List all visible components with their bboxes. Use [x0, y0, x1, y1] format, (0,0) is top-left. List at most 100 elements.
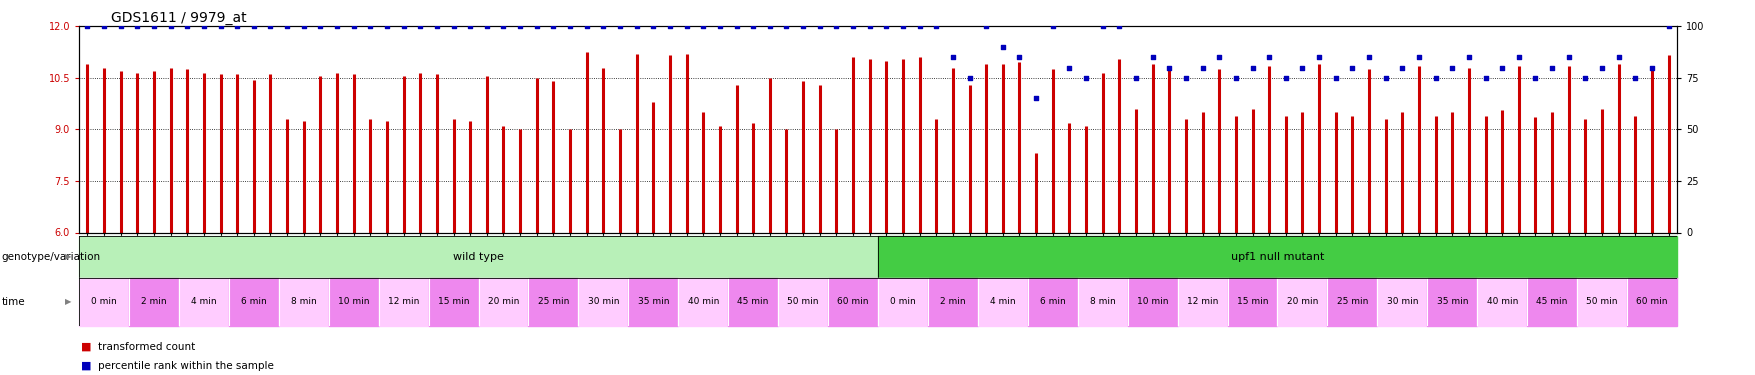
- Bar: [279, 278, 328, 326]
- Text: transformed count: transformed count: [98, 342, 195, 352]
- Point: [1071, 75, 1099, 81]
- Point: [556, 23, 584, 29]
- Point: [605, 23, 634, 29]
- Text: 4 min: 4 min: [990, 297, 1014, 306]
- Text: 30 min: 30 min: [1386, 297, 1418, 306]
- Point: [223, 23, 251, 29]
- Point: [256, 23, 284, 29]
- Bar: [1276, 278, 1327, 326]
- Text: 25 min: 25 min: [537, 297, 569, 306]
- Bar: [1127, 278, 1178, 326]
- Point: [672, 23, 700, 29]
- Text: 15 min: 15 min: [1236, 297, 1267, 306]
- Bar: [79, 278, 128, 326]
- Text: 25 min: 25 min: [1336, 297, 1367, 306]
- Bar: [1178, 278, 1227, 326]
- Point: [456, 23, 484, 29]
- Point: [339, 23, 367, 29]
- Text: 50 min: 50 min: [786, 297, 818, 306]
- Point: [174, 23, 202, 29]
- Text: 4 min: 4 min: [191, 297, 216, 306]
- Text: upf1 null mutant: upf1 null mutant: [1230, 252, 1323, 262]
- Text: 45 min: 45 min: [737, 297, 769, 306]
- Bar: [428, 278, 477, 326]
- Point: [755, 23, 783, 29]
- Point: [939, 54, 967, 60]
- Text: 35 min: 35 min: [1436, 297, 1467, 306]
- Point: [123, 23, 151, 29]
- Point: [1221, 75, 1250, 81]
- Bar: [477, 278, 528, 326]
- Bar: [978, 278, 1027, 326]
- Point: [1137, 54, 1165, 60]
- Bar: [528, 278, 577, 326]
- Point: [623, 23, 651, 29]
- Point: [505, 23, 534, 29]
- Point: [1006, 54, 1034, 60]
- Point: [1039, 23, 1067, 29]
- Text: 12 min: 12 min: [1186, 297, 1218, 306]
- Point: [539, 23, 567, 29]
- Point: [1021, 96, 1049, 102]
- Text: 6 min: 6 min: [1039, 297, 1065, 306]
- Point: [1486, 64, 1515, 70]
- Point: [1587, 64, 1615, 70]
- Bar: [379, 278, 428, 326]
- Bar: [1227, 278, 1276, 326]
- Point: [107, 23, 135, 29]
- Text: genotype/variation: genotype/variation: [2, 252, 100, 262]
- Bar: [828, 278, 878, 326]
- Point: [523, 23, 551, 29]
- Point: [1171, 75, 1199, 81]
- Point: [90, 23, 118, 29]
- Point: [423, 23, 451, 29]
- Point: [1088, 23, 1116, 29]
- Point: [1121, 75, 1150, 81]
- Point: [921, 23, 949, 29]
- Text: 0 min: 0 min: [890, 297, 916, 306]
- Point: [356, 23, 384, 29]
- Point: [1155, 64, 1183, 70]
- Point: [1255, 54, 1283, 60]
- Bar: [1027, 278, 1078, 326]
- Text: 45 min: 45 min: [1536, 297, 1567, 306]
- Text: 20 min: 20 min: [1286, 297, 1318, 306]
- Point: [1355, 54, 1383, 60]
- Point: [1271, 75, 1299, 81]
- Point: [1104, 23, 1132, 29]
- Point: [190, 23, 218, 29]
- Point: [1288, 64, 1316, 70]
- Point: [323, 23, 351, 29]
- Text: 60 min: 60 min: [837, 297, 869, 306]
- Point: [272, 23, 300, 29]
- Point: [806, 23, 834, 29]
- Bar: [1576, 278, 1627, 326]
- Bar: [179, 278, 228, 326]
- Point: [305, 23, 333, 29]
- Text: GDS1611 / 9979_at: GDS1611 / 9979_at: [111, 11, 246, 25]
- Point: [1653, 23, 1681, 29]
- Point: [1604, 54, 1632, 60]
- Point: [472, 23, 500, 29]
- Point: [1422, 75, 1450, 81]
- Bar: [927, 278, 978, 326]
- Bar: [1078, 278, 1127, 326]
- Text: ▶: ▶: [65, 252, 72, 261]
- Point: [240, 23, 269, 29]
- Bar: [79, 236, 878, 278]
- Bar: [1376, 278, 1427, 326]
- Point: [972, 23, 1000, 29]
- Point: [572, 23, 600, 29]
- Point: [590, 23, 618, 29]
- Bar: [577, 278, 628, 326]
- Point: [639, 23, 667, 29]
- Text: 30 min: 30 min: [588, 297, 620, 306]
- Point: [1637, 64, 1665, 70]
- Point: [955, 75, 983, 81]
- Text: ■: ■: [81, 361, 91, 370]
- Point: [821, 23, 849, 29]
- Point: [1553, 54, 1581, 60]
- Point: [855, 23, 883, 29]
- Point: [888, 23, 916, 29]
- Text: 60 min: 60 min: [1636, 297, 1667, 306]
